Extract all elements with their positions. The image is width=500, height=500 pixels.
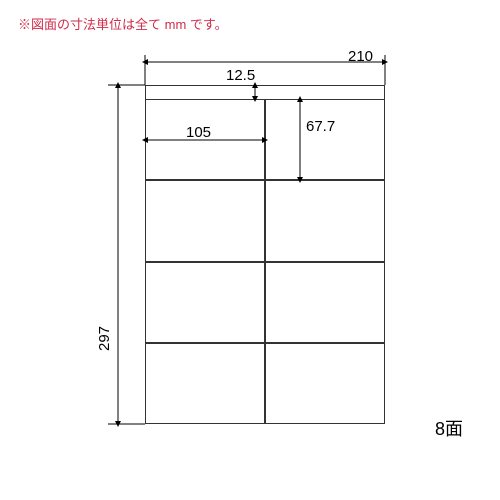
dim-cell-width: 105: [186, 124, 211, 141]
dim-top-margin: 12.5: [226, 67, 255, 84]
label-cell: [265, 343, 385, 424]
label-cell: [145, 262, 265, 343]
panel-count-label: 8面: [435, 415, 463, 441]
label-cell: [145, 343, 265, 424]
label-cell: [145, 180, 265, 261]
dim-sheet-height: 297: [96, 326, 113, 351]
label-cell: [265, 99, 385, 180]
label-cell: [265, 180, 385, 261]
unit-note: ※図面の寸法単位は全て mm です。: [18, 14, 228, 33]
dim-cell-height: 67.7: [306, 118, 335, 135]
dim-sheet-width: 210: [348, 48, 373, 65]
label-cell: [265, 262, 385, 343]
